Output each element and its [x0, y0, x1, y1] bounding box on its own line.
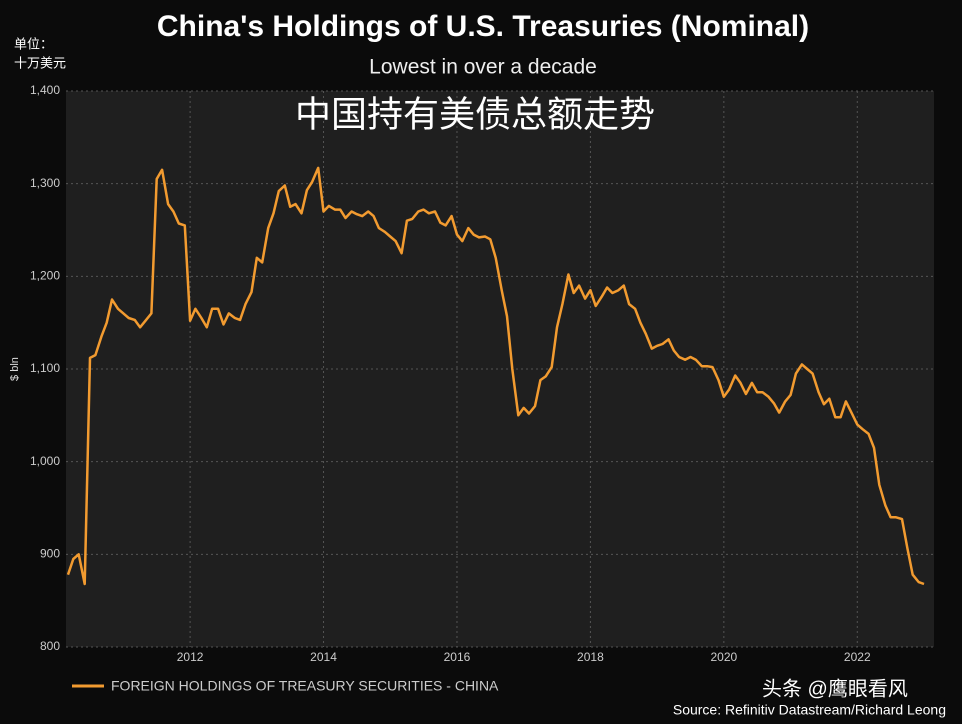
chart-title: China's Holdings of U.S. Treasuries (Nom…: [157, 10, 809, 43]
x-tick-label: 2020: [710, 650, 737, 664]
chart-subtitle: Lowest in over a decade: [369, 56, 597, 79]
y-tick-label: 1,300: [30, 176, 60, 190]
data-line: [66, 166, 925, 586]
legend-label: FOREIGN HOLDINGS OF TREASURY SECURITIES …: [111, 678, 499, 694]
unit-label: 单位：: [14, 36, 53, 51]
unit-label: 十万美元: [14, 55, 66, 70]
y-tick-label: 1,200: [30, 269, 60, 283]
y-tick-label: 800: [40, 639, 60, 653]
y-tick-label: 1,400: [30, 83, 60, 97]
x-tick-label: 2022: [844, 650, 871, 664]
x-tick-label: 2012: [177, 650, 204, 664]
x-tick-label: 2018: [577, 650, 604, 664]
x-tick-label: 2014: [310, 650, 337, 664]
watermark: 头条 @鹰眼看风: [762, 677, 908, 700]
source: Source: Refinitiv Datastream/Richard Leo…: [673, 702, 946, 718]
annotation: 中国持有美债总额走势: [295, 94, 655, 135]
plot-area: [66, 91, 934, 647]
y-tick-label: 1,000: [30, 454, 60, 468]
y-axis-label: $ bln: [9, 357, 21, 381]
y-tick-label: 900: [40, 547, 60, 561]
y-tick-label: 1,100: [30, 361, 60, 375]
x-tick-label: 2016: [444, 650, 471, 664]
